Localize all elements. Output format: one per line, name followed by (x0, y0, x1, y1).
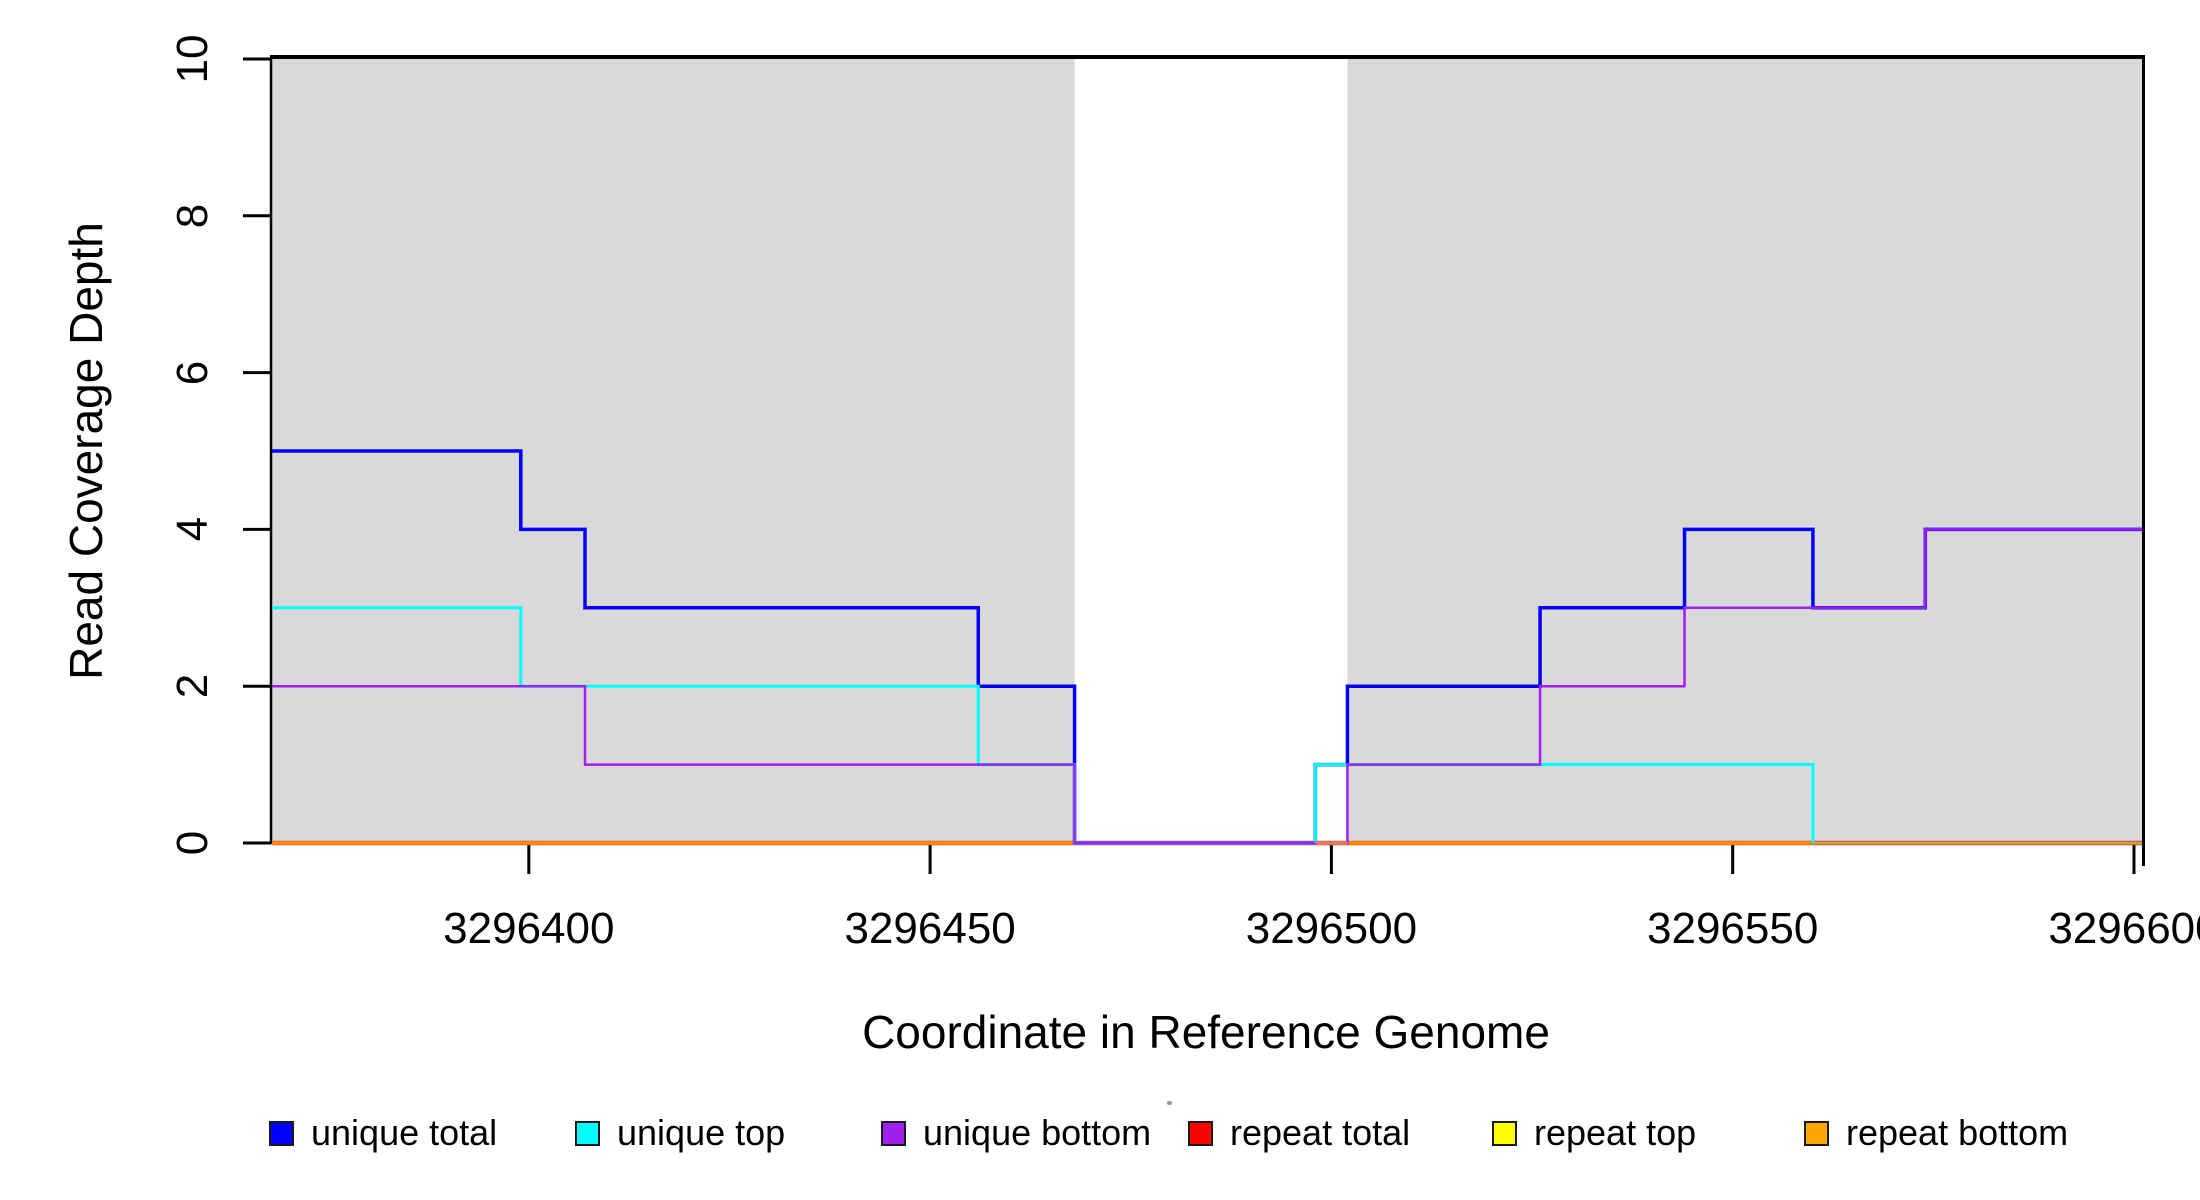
y-axis-title: Read Coverage Depth (60, 222, 112, 680)
legend-item-unique-total: unique total (269, 1112, 497, 1153)
x-tick-label-3296500: 3296500 (1245, 904, 1418, 953)
legend-item-unique-bottom: unique bottom (881, 1112, 1151, 1153)
legend-item-repeat-top: repeat top (1492, 1112, 1696, 1153)
y-tick-label-6: 6 (168, 360, 217, 385)
legend-swatch-repeat-top (1492, 1120, 1517, 1146)
legend-swatch-repeat-total (1188, 1120, 1213, 1146)
y-tick-label-10: 10 (168, 34, 217, 84)
legend-label-repeat-bottom: repeat bottom (1846, 1112, 2069, 1153)
y-tick-label-0: 0 (168, 830, 217, 856)
x-tick-label-3296450: 3296450 (844, 904, 1016, 953)
x-tick-label-3296400: 3296400 (443, 904, 615, 953)
legend-item-unique-top: unique top (575, 1112, 785, 1153)
legend-label-unique-top: unique top (617, 1112, 786, 1153)
legend-swatch-unique-total (269, 1120, 294, 1146)
legend-swatch-unique-top (575, 1120, 600, 1146)
legend-item-repeat-total: repeat total (1188, 1112, 1410, 1153)
x-tick-label-3296550: 3296550 (1647, 904, 1819, 953)
x-tick-label-3296600: 3296600 (2048, 904, 2200, 953)
legend-item-repeat-bottom: repeat bottom (1804, 1112, 2068, 1153)
stray-mark (1167, 1101, 1172, 1105)
legend-label-repeat-total: repeat total (1230, 1112, 1411, 1153)
y-tick-label-2: 2 (168, 673, 217, 699)
series-line-unique-bottom (272, 528, 2142, 845)
y-tick-label-4: 4 (168, 517, 217, 542)
shaded-region (1347, 58, 2142, 843)
legend-swatch-unique-bottom (881, 1120, 906, 1146)
y-tick-label-8: 8 (168, 203, 217, 229)
legend-label-unique-bottom: unique bottom (923, 1112, 1152, 1153)
x-axis-title: Coordinate in Reference Genome (862, 1006, 1550, 1058)
legend-label-unique-total: unique total (311, 1112, 498, 1153)
legend-label-repeat-top: repeat top (1534, 1112, 1697, 1153)
legend-swatch-repeat-bottom (1804, 1120, 1829, 1146)
